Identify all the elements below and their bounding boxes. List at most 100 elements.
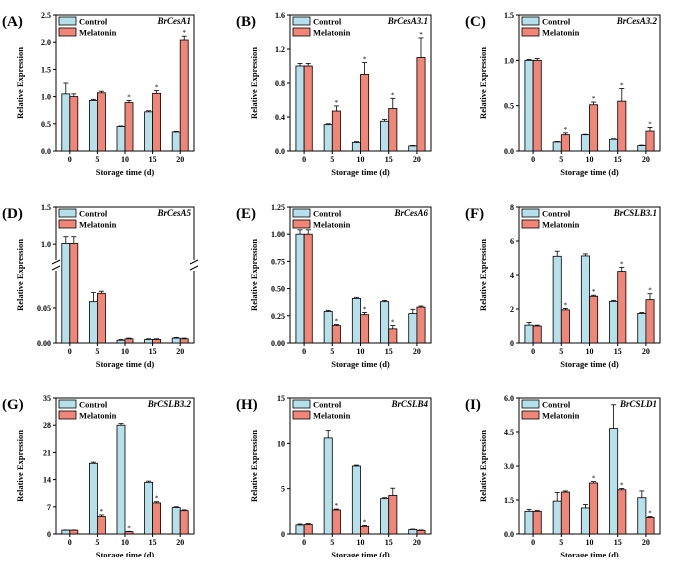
bar-melatonin [331, 325, 341, 344]
y-tick-label: 1.0 [41, 240, 51, 249]
bar-control [323, 311, 333, 344]
bar-melatonin [303, 524, 313, 535]
x-tick-label: 10 [586, 347, 594, 356]
legend-swatch-melatonin [292, 410, 311, 420]
x-tick-label: 15 [614, 538, 622, 547]
x-tick-label: 5 [95, 538, 99, 547]
bar-control [380, 120, 390, 152]
significance-star: * [620, 81, 624, 89]
bar-melatonin [69, 529, 79, 535]
legend-label-control: Control [313, 400, 342, 410]
significance-star: * [182, 29, 186, 37]
legend-label-melatonin: Melatonin [313, 28, 351, 38]
significance-star: * [564, 126, 568, 134]
x-tick-label: 10 [357, 538, 365, 547]
panel-a: (A) BrCesA1 0.0 0.5 1.0 1.5 2.0 2.5 0 5 10 * 15 * 20 * C… [2, 11, 195, 177]
x-tick-label: 5 [95, 347, 99, 356]
significance-star: * [648, 287, 652, 295]
bar-control [552, 141, 562, 152]
significance-star: * [564, 301, 568, 309]
panel-g: (G) BrCSLB3.2 0 7 14 21 28 35 0 5 * 10 * 15 * 20 Control… [2, 394, 195, 560]
bar-melatonin [69, 242, 79, 344]
bar-melatonin [532, 510, 542, 535]
bar-control [524, 59, 534, 152]
bar-control [609, 300, 619, 344]
x-tick-label: 15 [614, 155, 622, 164]
bar-control [116, 126, 126, 152]
bar-control [524, 324, 534, 344]
y-tick-label: 0.00 [271, 339, 285, 348]
y-tick-label: 1.5 [504, 11, 514, 20]
x-tick-label: 5 [95, 155, 99, 164]
bar-control [144, 481, 153, 535]
axis-break-mark [189, 265, 199, 271]
y-tick-label: 0.0 [275, 147, 285, 156]
y-axis-title: Relative Expression [478, 430, 488, 502]
bar-melatonin [645, 517, 655, 535]
bar-control [116, 339, 126, 344]
legend-label-melatonin: Melatonin [313, 411, 351, 421]
bar-melatonin [331, 509, 341, 535]
bar-control [323, 437, 333, 535]
legend-label-melatonin: Melatonin [542, 411, 580, 421]
x-tick-label: 5 [559, 347, 563, 356]
x-axis-title: Storage time (d) [331, 359, 390, 369]
legend-swatch-control [58, 399, 77, 409]
x-tick-label: 20 [176, 347, 184, 356]
y-tick-label: 0.05 [37, 304, 51, 313]
significance-star: * [363, 306, 367, 314]
bar-melatonin [560, 491, 570, 535]
y-tick-label: 0 [510, 339, 514, 348]
bar-melatonin [124, 338, 134, 344]
x-tick-label: 5 [330, 538, 334, 547]
significance-star: * [335, 318, 339, 326]
legend-swatch-melatonin [521, 410, 540, 420]
bar-control [88, 100, 98, 152]
x-tick-label: 0 [68, 347, 72, 356]
bar-control [295, 65, 305, 152]
legend-swatch-control [58, 16, 77, 26]
x-tick-label: 20 [176, 538, 184, 547]
significance-star: * [363, 56, 367, 64]
bar-melatonin [617, 271, 627, 344]
bar-control [351, 297, 361, 344]
y-axis-title: Relative Expression [15, 430, 25, 502]
y-tick-label: 1.6 [275, 11, 285, 20]
y-tick-label: 1.5 [41, 203, 51, 212]
y-axis-title: Relative Expression [15, 239, 25, 311]
y-tick-label: 0.4 [275, 113, 285, 122]
legend-swatch-control [521, 399, 540, 409]
x-tick-label: 5 [330, 155, 334, 164]
panel-label: (A) [2, 14, 23, 30]
legend-swatch-control [292, 16, 311, 26]
x-tick-label: 15 [149, 347, 157, 356]
bar-melatonin [617, 100, 627, 152]
significance-star: * [391, 319, 395, 327]
significance-star: * [648, 120, 652, 128]
y-tick-label: 1.0 [504, 56, 514, 65]
bar-control [323, 124, 333, 152]
bar-control [408, 145, 418, 152]
bar-control [351, 465, 361, 535]
bar-control [351, 142, 361, 152]
significance-star: * [592, 288, 596, 296]
y-tick-label: 28 [43, 421, 51, 430]
legend-swatch-melatonin [292, 27, 311, 37]
panel-label: (F) [465, 206, 484, 222]
x-tick-label: 0 [68, 538, 72, 547]
bar-melatonin [124, 102, 134, 152]
panel-d: (D) BrCesA5 0.00 0.05 1.0 1.5 0 5 10 15 20 ControlM… [2, 203, 199, 369]
bar-melatonin [416, 306, 426, 344]
x-tick-label: 0 [531, 155, 535, 164]
bar-melatonin [560, 309, 570, 344]
panel-label: (B) [236, 14, 256, 30]
y-tick-label: 0.75 [271, 257, 285, 266]
legend-label-melatonin: Melatonin [542, 28, 580, 38]
bar-melatonin [617, 489, 627, 535]
y-tick-label: 0 [47, 530, 51, 539]
bar-control [580, 134, 590, 152]
significance-star: * [100, 508, 104, 516]
x-tick-label: 20 [176, 155, 184, 164]
y-tick-label: 0.0 [504, 530, 514, 539]
